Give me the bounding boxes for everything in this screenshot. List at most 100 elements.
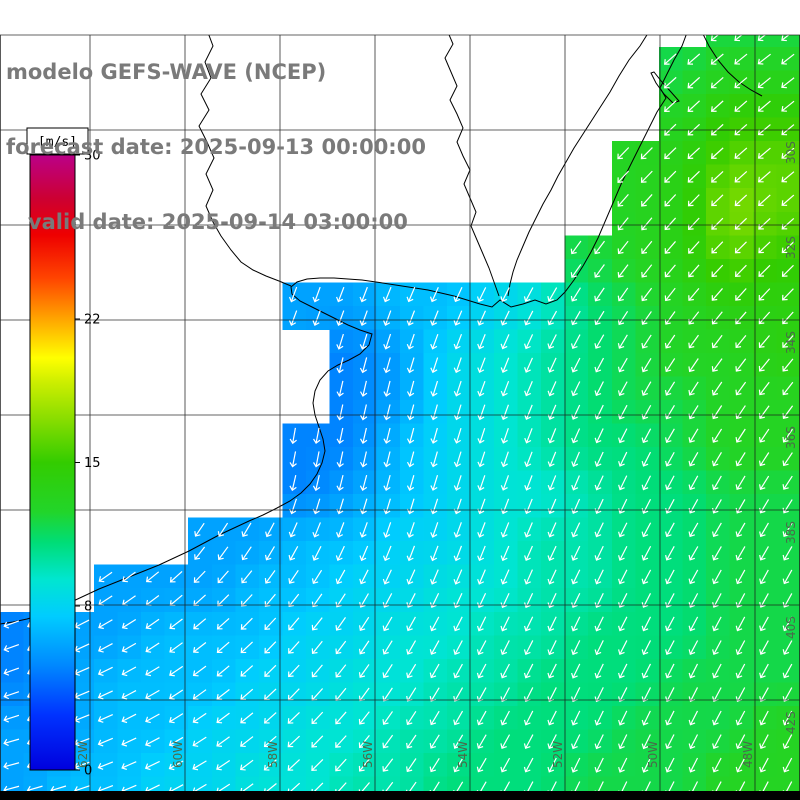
wind-arrow [711, 170, 724, 183]
wind-arrow [570, 334, 581, 350]
wind-arrow [406, 569, 416, 585]
wind-arrow [664, 311, 676, 325]
wind-arrow [665, 781, 675, 791]
wind-arrow [571, 663, 581, 679]
wind-arrow [782, 569, 793, 585]
wind-arrow [264, 593, 276, 607]
wind-arrow [664, 241, 676, 254]
wind-arrow [758, 264, 771, 277]
wind-arrow [524, 334, 534, 350]
wind-arrow [429, 640, 440, 655]
wind-arrow [476, 757, 487, 773]
wind-arrow [664, 405, 675, 420]
wind-arrow [618, 663, 628, 679]
wind-arrow [781, 77, 795, 89]
wind-arrow [500, 734, 511, 749]
wind-arrow [311, 782, 324, 791]
geo-labels-layer: 62W 60W 58W 56W 54W 52W 50W 48W 30S 32S 34S 36S 38S 4… [76, 141, 798, 768]
wind-arrow [688, 781, 699, 791]
wind-arrow [288, 310, 298, 326]
wind-arrow [781, 264, 794, 277]
wind-arrow [312, 522, 321, 538]
wind-arrow [734, 100, 748, 112]
wind-arrow [641, 663, 652, 679]
wind-arrow [641, 640, 652, 656]
wind-arrow [665, 522, 675, 538]
wind-arrow [121, 761, 137, 771]
wind-arrow [145, 642, 160, 653]
wind-arrow [288, 569, 299, 584]
wind-arrow [383, 475, 391, 491]
wind-arrow [312, 286, 321, 303]
wind-arrow [145, 618, 160, 630]
wind-arrow [688, 287, 700, 301]
wind-arrow [782, 757, 793, 773]
wind-arrow [688, 452, 699, 467]
wind-arrow [453, 380, 462, 397]
wind-arrow [523, 287, 534, 302]
wind-arrow [288, 593, 300, 608]
wind-arrow [216, 641, 230, 654]
wind-arrow [406, 781, 417, 791]
wind-arrow [312, 545, 322, 561]
wind-arrow [688, 569, 699, 585]
wind-cell [706, 0, 730, 24]
wind-arrow [429, 616, 440, 632]
wind-arrow [359, 404, 368, 421]
wind-arrow [500, 569, 510, 585]
wind-arrow [429, 663, 440, 679]
wind-arrow [734, 194, 748, 207]
wind-arrow [712, 546, 722, 561]
wind-arrow [311, 711, 324, 725]
wind-arrow [500, 475, 510, 491]
wind-cell [777, 0, 800, 24]
wind-arrow [688, 734, 699, 750]
wind-arrow [477, 569, 486, 585]
coastline-layer [0, 35, 763, 625]
wind-arrow [641, 545, 652, 561]
wind-arrow [289, 427, 297, 445]
wind-arrow [287, 711, 300, 724]
wind-arrow [453, 734, 464, 749]
wind-arrow [121, 642, 137, 653]
wind-arrow [758, 241, 771, 254]
wind-arrow [288, 664, 300, 678]
longitude-label: 58W [266, 741, 280, 768]
wind-arrow [336, 380, 344, 397]
wind-arrow [429, 287, 439, 303]
wind-arrow [665, 757, 675, 773]
wind-arrow [735, 734, 746, 750]
wind-arrow [453, 569, 463, 585]
wind-arrow [97, 737, 114, 747]
wind-arrow [217, 594, 230, 607]
wind-arrow [287, 735, 300, 748]
wind-arrow [73, 785, 90, 791]
wind-arrow [216, 783, 231, 791]
bottom-border-bar [0, 791, 800, 800]
colorbar-gradient [29, 154, 76, 771]
wind-arrow [194, 546, 206, 560]
colorbar-unit-label: [m/s] [38, 135, 77, 150]
wind-arrow [641, 522, 652, 538]
colorbar-tick-label: 22 [84, 313, 101, 328]
wind-arrow [594, 404, 604, 420]
wind-arrow [192, 736, 207, 747]
wind-arrow [641, 381, 652, 396]
wind-arrow [336, 498, 344, 515]
wind-arrow [594, 475, 604, 491]
wind-arrow [781, 35, 795, 42]
wind-arrow [313, 427, 321, 445]
wind-arrow [641, 734, 651, 750]
wind-arrow [358, 616, 370, 631]
wind-arrow [734, 217, 748, 230]
wind-arrow [547, 522, 557, 538]
wind-arrow [570, 310, 581, 326]
wind-arrow [547, 475, 557, 491]
wind-arrow [665, 710, 675, 726]
wind-arrow [710, 123, 724, 136]
wind-arrow [782, 358, 794, 372]
wind-arrow [477, 357, 486, 374]
wind-arrow [687, 170, 700, 183]
wind-arrow [571, 522, 581, 538]
